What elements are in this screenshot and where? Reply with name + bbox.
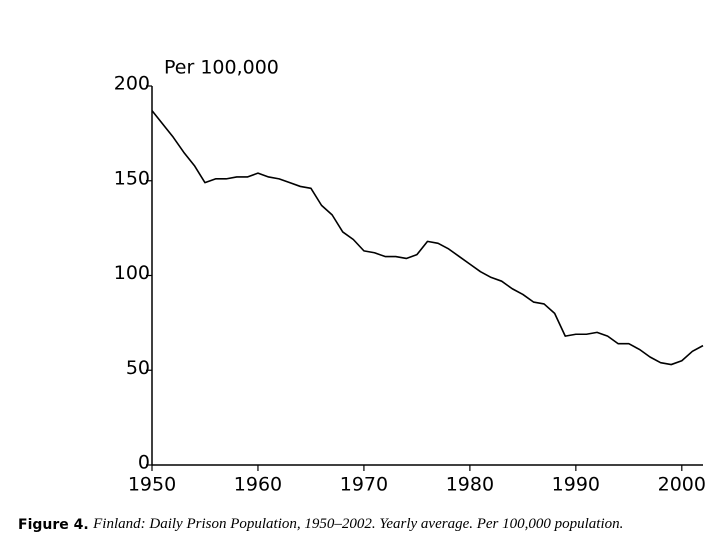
y-tick-label: 50 <box>126 357 150 379</box>
line <box>151 110 704 366</box>
y-tick-label: 0 <box>138 452 150 474</box>
y-tick-label: 200 <box>114 73 150 95</box>
x-tick-label: 1970 <box>340 474 388 496</box>
x-tick-label: 2000 <box>658 474 706 496</box>
caption: Figure 4. Finland: Daily Prison Populati… <box>18 516 623 533</box>
caption-label: Figure 4. <box>18 517 89 533</box>
y-axis-label: Per 100,000 <box>164 57 279 79</box>
x-tick-label: 1980 <box>446 474 494 496</box>
y-tick-label: 100 <box>114 262 150 284</box>
caption-text: Finland: Daily Prison Population, 1950–2… <box>92 516 623 532</box>
x-tick-label: 1960 <box>234 474 282 496</box>
x-tick-label: 1950 <box>128 474 176 496</box>
y-tick-label: 150 <box>114 167 150 189</box>
x-tick-label: 1990 <box>552 474 600 496</box>
